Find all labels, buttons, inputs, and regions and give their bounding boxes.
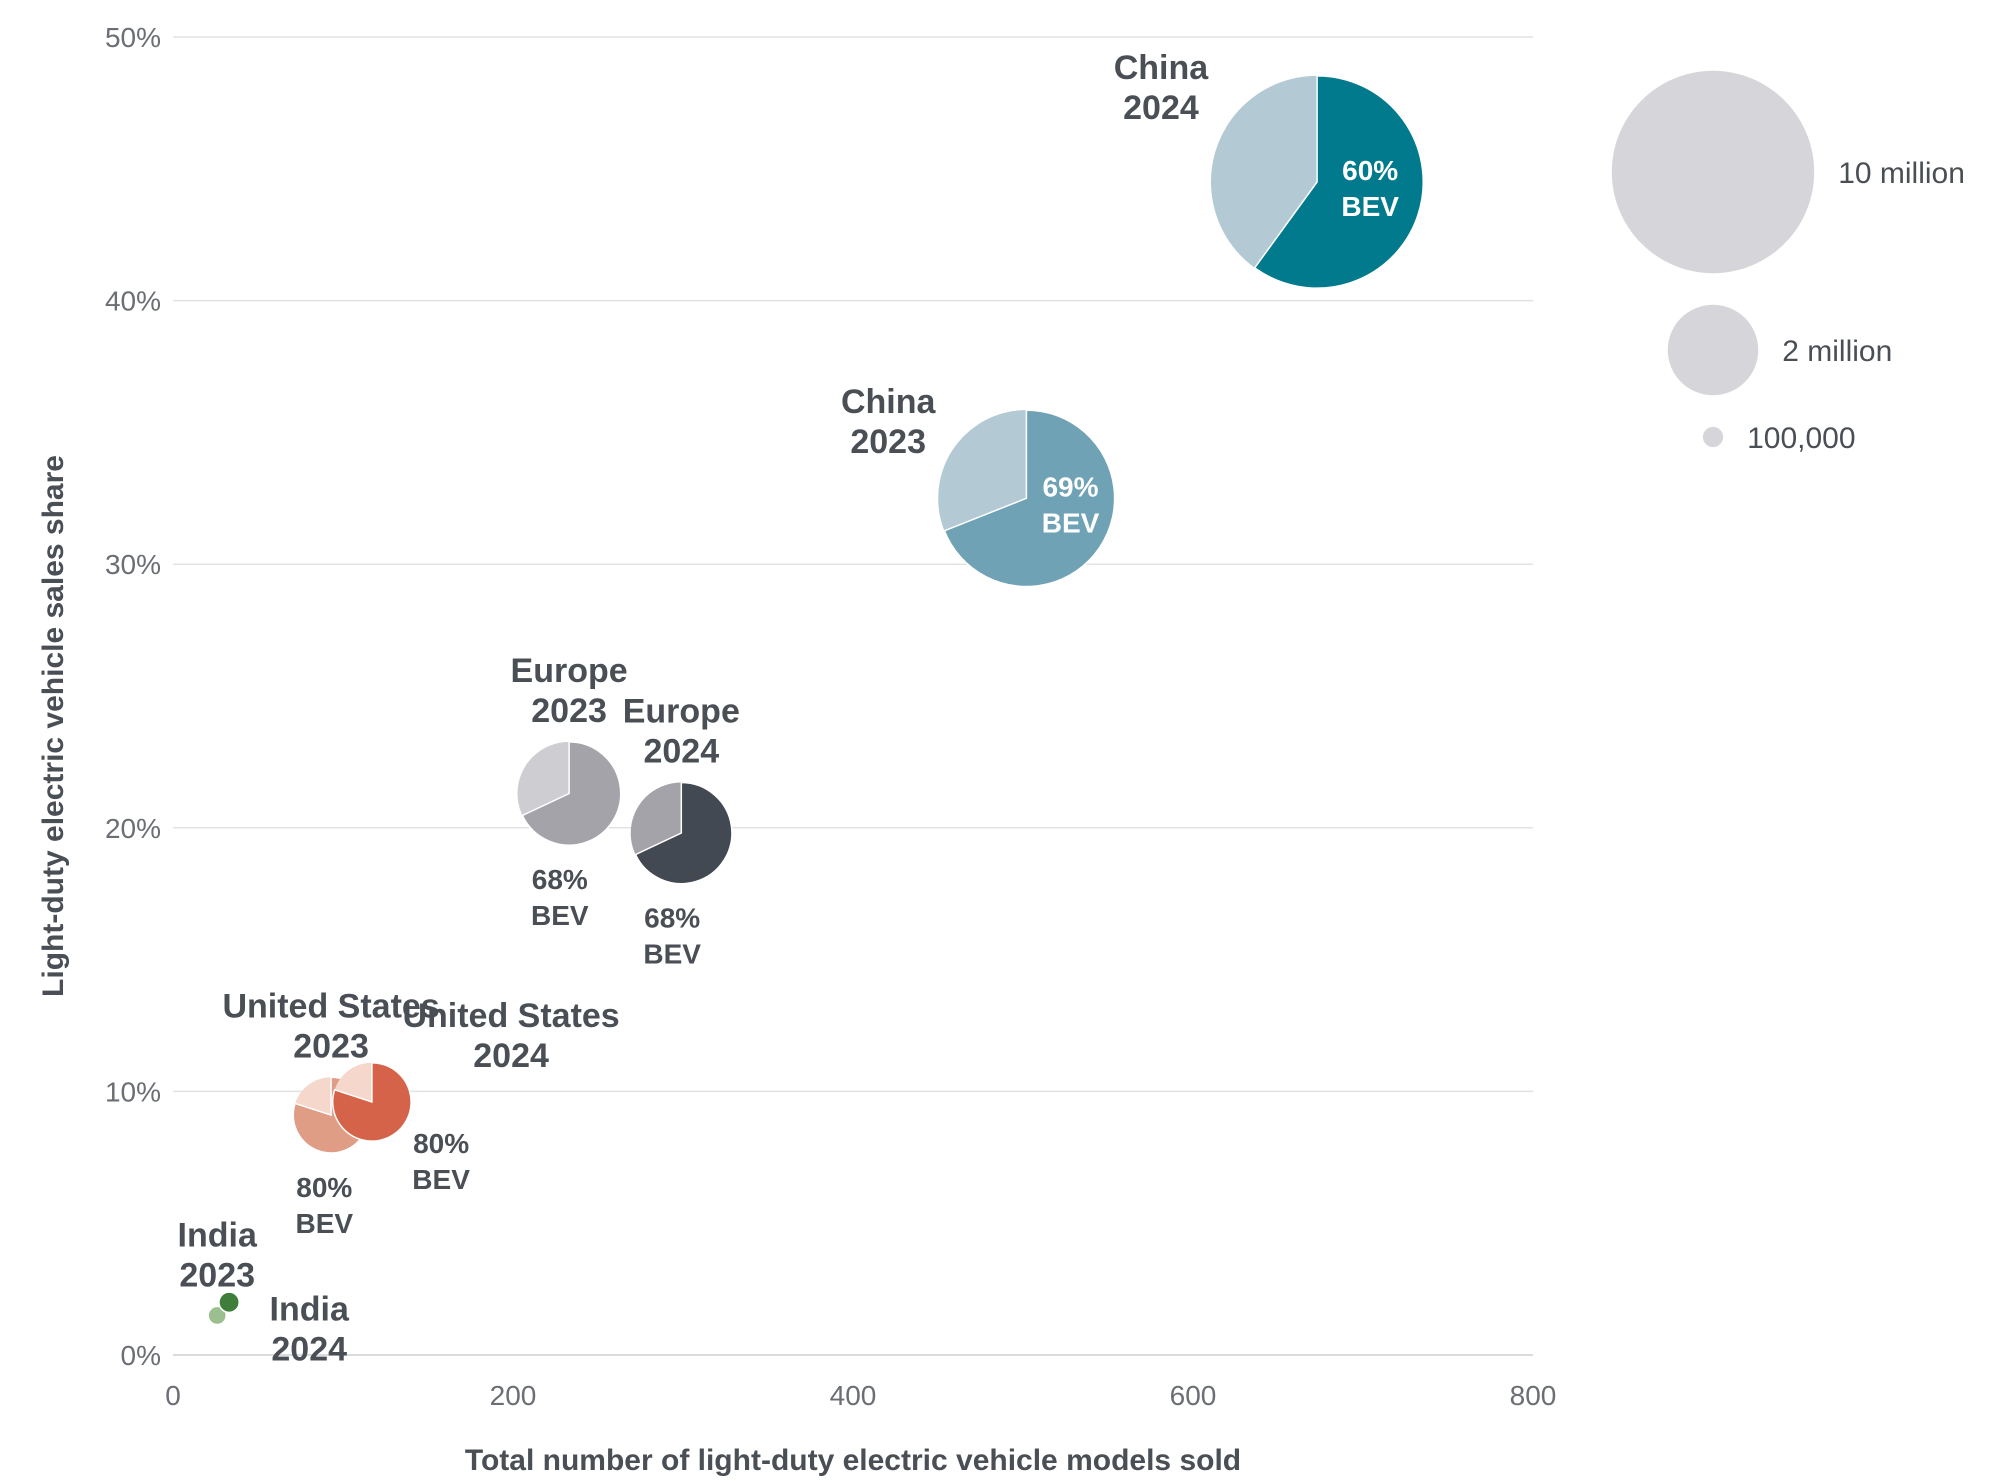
pie-bev-slice [634,781,733,885]
y-tick-label: 20% [105,813,161,844]
series-label-year: 2024 [643,732,719,770]
bev-unit-label: BEV [1341,191,1399,222]
x-tick-label: 400 [830,1380,877,1411]
legend-bubble [1667,304,1759,396]
bev-share-label: 60% [1342,155,1398,186]
bev-unit-label: BEV [412,1164,470,1195]
y-tick-label: 0% [121,1340,161,1371]
bev-unit-label: BEV [295,1208,353,1239]
bev-unit-label: BEV [643,939,701,970]
axes: 0% 10% 20% 30% 40% 50% 0 200 400 600 800 Total numb… [37,22,1556,1477]
y-tick-label: 30% [105,549,161,580]
series-label-year: 2023 [293,1027,369,1065]
bubble-europe-2023 [517,741,622,846]
series-label-year: 2024 [1123,89,1199,127]
y-tick-label: 10% [105,1076,161,1107]
bev-share-label: 80% [296,1172,352,1203]
series-label-region: China [1114,49,1210,87]
pie-bev-slice [943,409,1116,588]
x-tick-label: 0 [165,1380,181,1411]
x-tick-label: 600 [1170,1380,1217,1411]
series-label-year: 2024 [271,1330,347,1368]
bubbles [207,75,1424,1326]
legend-bubble [1702,426,1724,448]
bubble-india-2024 [218,1291,240,1314]
y-tick-label: 40% [105,286,161,317]
legend-bubble [1611,70,1815,274]
pie-bev-slice [521,741,622,846]
series-label-year: 2023 [850,423,926,461]
bev-share-label: 69% [1042,471,1098,502]
x-axis-title: Total number of light-duty electric vehi… [465,1444,1241,1477]
size-legend: 10 million 2 million 100,000 [1611,70,1965,455]
series-label-region: China [841,383,937,421]
series-label-region: India [270,1290,350,1328]
series-label-region: Europe [511,652,628,690]
bev-share-label: 68% [644,903,700,934]
x-tick-label: 200 [490,1380,537,1411]
x-tick-label: 800 [1510,1380,1557,1411]
series-label-region: India [178,1216,258,1254]
bubble-united-states-2024 [332,1061,412,1142]
bubble-china-2023 [938,409,1116,588]
bev-unit-label: BEV [1042,507,1100,538]
legend-label: 100,000 [1747,422,1855,455]
series-label-region: United States [222,987,439,1025]
bubble-labels: China202460%BEVChina202369%BEVEurope2023… [178,49,1400,1368]
pie-bev-slice [332,1061,412,1142]
bev-share-label: 80% [413,1128,469,1159]
legend-label: 10 million [1838,157,1965,190]
series-label-year: 2023 [531,692,607,730]
legend-label: 2 million [1782,335,1892,368]
bubble-china-2024 [1210,75,1424,289]
y-tick-label: 50% [105,22,161,53]
y-axis-title: Light-duty electric vehicle sales share [37,455,70,997]
series-label-year: 2024 [473,1037,549,1075]
bubble-circle [218,1291,240,1314]
bev-share-label: 68% [532,864,588,895]
bev-unit-label: BEV [531,900,589,931]
bubble-europe-2024 [630,781,733,885]
bubble-india-2023 [207,1305,228,1326]
pie-bev-slice [1253,75,1424,289]
series-label-region: Europe [623,692,740,730]
series-label-region: United States [402,997,619,1035]
bubble-circle [207,1305,228,1326]
series-label-year: 2023 [179,1256,255,1294]
